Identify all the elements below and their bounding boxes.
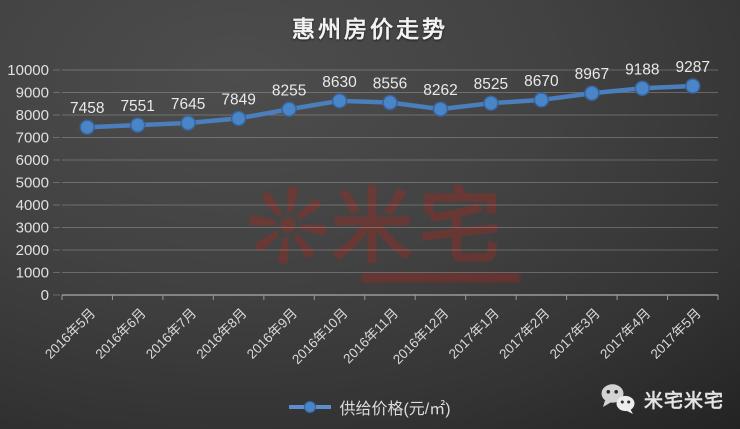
x-tick-label: 2017年4月 [597,306,653,362]
y-tick-label: 4000 [16,197,49,214]
x-tick-label: 2016年7月 [143,306,199,362]
legend-series-label: 供给价格(元/㎡) [339,401,451,418]
data-point-marker [634,80,651,97]
data-label: 7551 [120,98,154,115]
y-tick-label: 10000 [7,62,49,79]
data-point-marker [533,92,550,108]
data-label: 7849 [221,91,255,108]
data-label: 8670 [524,73,559,90]
wechat-account-label: 米宅米宅 [643,390,724,412]
data-point-marker [230,110,247,127]
data-point-marker [432,101,449,117]
x-tick-label: 2017年5月 [648,306,704,362]
data-point-marker [382,94,398,111]
y-tick-label: 2000 [16,242,49,259]
data-label: 8262 [423,82,457,99]
y-tick-label: 7000 [16,130,49,147]
data-label: 7645 [171,96,205,113]
x-tick-label: 2016年5月 [42,306,98,362]
data-point-marker [483,95,499,111]
data-point-marker [180,115,196,131]
data-label: 7458 [70,100,104,117]
y-tick-label: 5000 [16,175,49,192]
y-tick-label: 9000 [16,85,49,102]
data-point-marker [79,119,95,135]
data-point-marker [584,85,600,101]
y-tick-label: 0 [41,287,49,304]
y-tick-label: 1000 [16,265,49,282]
chart-legend: 供给价格(元/㎡) [0,394,740,420]
wechat-icon [601,384,635,414]
wechat-footer: 米宅米宅 [600,380,724,418]
y-tick-label: 6000 [16,152,49,169]
x-tick-label: 2017年3月 [547,306,603,362]
x-tick-label: 2016年6月 [93,306,149,362]
data-point-marker [281,101,297,118]
data-label: 8525 [474,76,508,93]
data-label: 8556 [373,75,407,92]
data-label: 8630 [322,74,357,91]
x-tick-label: 2016年8月 [193,306,249,362]
data-point-marker [331,93,348,109]
y-tick-label: 3000 [16,220,49,237]
data-point-marker [685,78,701,94]
chart-title: 惠州房价走势 [292,17,448,42]
data-label: 9188 [625,61,659,78]
data-label: 8967 [575,66,609,83]
x-tick-label: 2017年2月 [496,306,552,362]
y-tick-label: 8000 [16,107,49,124]
x-tick-label: 2017年1月 [446,306,502,362]
data-point-marker [129,117,146,133]
legend-line-marker-icon [289,401,332,413]
price-trend-line-chart: 0 1000 2000 3000 4000 5000 6000 7000 8000 9000 100… [7,59,719,367]
data-label: 9287 [676,59,710,76]
data-label: 8255 [272,82,306,99]
